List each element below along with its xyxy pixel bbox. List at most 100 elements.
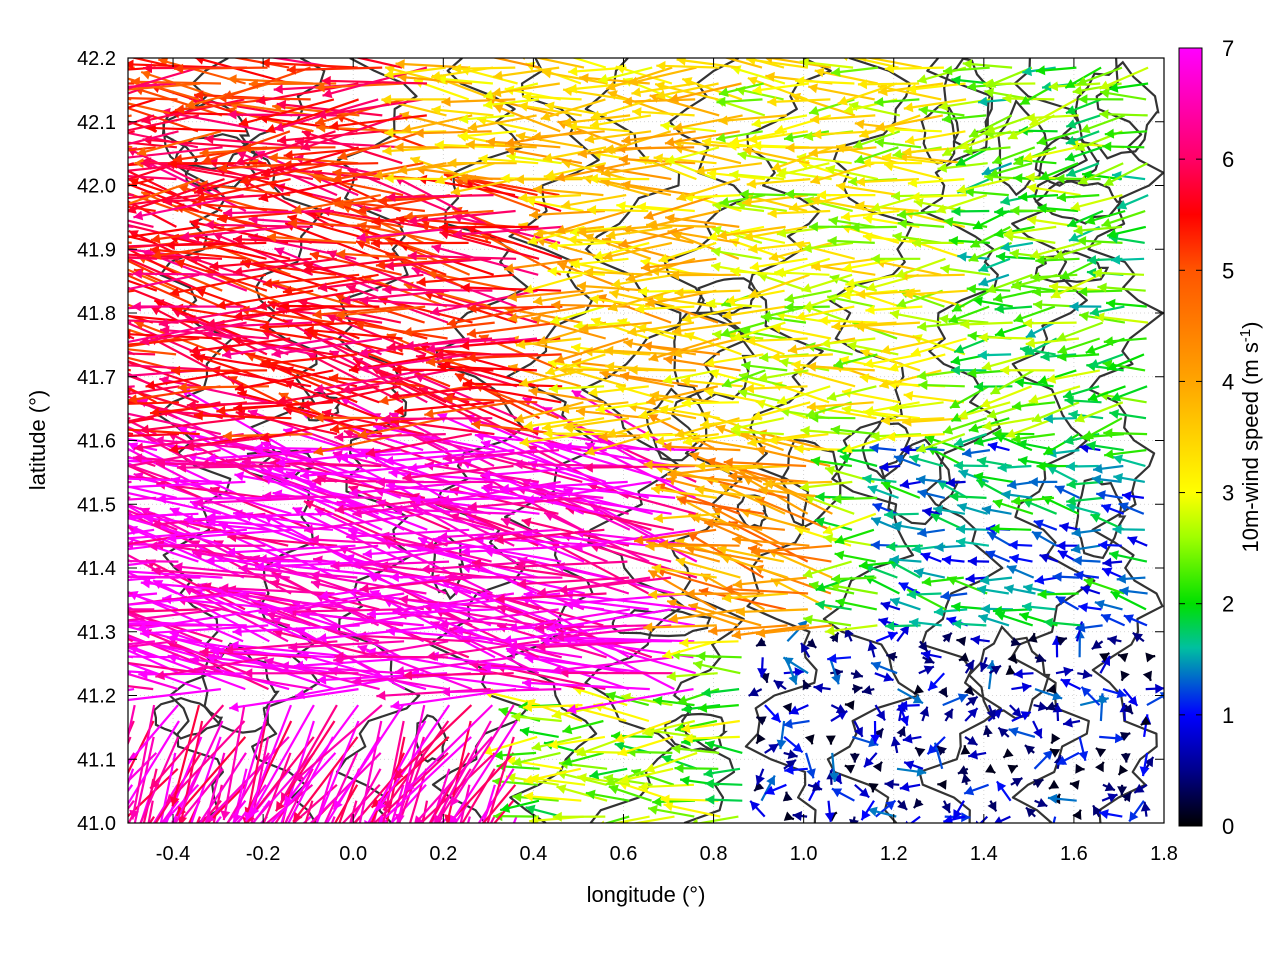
wind-arrow-head [756,733,766,744]
wind-arrow-head [525,804,536,815]
wind-arrow-head [469,923,478,933]
wind-arrow [128,685,154,691]
wind-arrow-head [393,769,404,780]
wind-arrow-head [313,835,322,845]
wind-arrow-shaft [420,816,426,823]
wind-arrow [219,583,335,595]
wind-arrow [249,704,315,817]
wind-arrow-head [1052,571,1062,582]
wind-arrow [525,804,562,818]
wind-arrow-shaft [481,784,517,823]
wind-arrow-head [220,891,230,901]
wind-arrow-shaft [244,736,315,823]
wind-arrow-head [494,534,504,545]
wind-arrow-head [617,746,628,757]
wind-arrow-head [85,347,95,357]
wind-arrow-shaft [565,506,675,531]
wind-arrow-head [294,660,304,671]
wind-arrow-head [1072,555,1082,566]
wind-arrow-head [500,803,511,813]
wind-arrow-shaft [128,528,155,535]
wind-arrow [1034,688,1063,701]
wind-arrow [128,672,179,691]
wind-arrow-shaft [131,704,156,820]
wind-arrow-head [934,542,944,553]
wind-arrow-shaft [227,535,338,547]
wind-arrow-head [918,380,928,391]
wind-arrow-head [266,610,276,621]
wind-arrow-shaft [128,612,156,627]
wind-arrow-head [748,687,759,697]
wind-arrow [315,768,335,823]
wind-arrow-head [826,391,837,402]
wind-arrow-head [1129,811,1139,822]
wind-arrow [50,466,177,499]
wind-arrow-head [157,906,166,916]
wind-arrow-head [1127,536,1138,546]
wind-arrow-shaft [523,794,582,802]
wind-arrow-head [583,462,593,473]
wind-arrow [128,544,157,551]
wind-arrow-head [733,579,743,589]
wind-arrow-head [507,292,517,302]
wind-arrow-shaft [349,800,358,823]
wind-arrow-head [32,594,42,603]
wind-arrow-head [205,812,216,823]
wind-arrow [1056,321,1104,342]
wind-arrow [173,816,178,823]
wind-arrow-shaft [283,592,405,613]
wind-arrow-head [976,479,987,489]
wind-arrow-head [379,395,389,406]
wind-arrow-head [927,744,938,755]
wind-arrow-head [50,466,60,476]
wind-arrow-head [662,649,673,660]
wind-arrow [1066,495,1104,506]
wind-arrow [232,768,248,823]
wind-arrow [1083,577,1125,595]
wind-arrow [880,601,901,611]
wind-arrow [502,624,627,645]
wind-arrow-shaft [767,548,833,579]
wind-arrow-head [450,795,460,806]
wind-arrow-head [109,463,119,473]
wind-arrow [482,735,538,756]
wind-arrow [1106,298,1147,309]
wind-arrow-head [981,505,992,515]
wind-arrow-shaft [394,656,515,674]
wind-arrow-head [941,632,952,643]
wind-arrow [1054,485,1080,499]
wind-arrow-shaft [128,592,158,598]
wind-arrow [633,528,717,545]
wind-arrow [128,273,200,291]
wind-arrow [214,815,222,823]
wind-arrow [1102,688,1127,699]
wind-arrow-head [416,838,425,848]
wind-arrow [346,528,470,542]
wind-arrow [653,512,721,524]
wind-arrow-shaft [440,480,561,503]
wind-arrow [986,704,996,720]
wind-arrow-shaft [735,608,808,614]
wind-arrow-head [181,900,191,910]
wind-arrow-head [898,700,908,711]
wind-arrow [556,784,608,802]
wind-arrow-head [1140,716,1152,725]
wind-arrow [1056,540,1079,551]
wind-arrow-head [921,576,932,587]
wind-arrow [495,592,607,604]
wind-arrow-head [868,737,879,748]
wind-arrow-head [91,608,100,618]
wind-arrow-head [711,262,721,272]
wind-arrow-head [773,680,784,690]
wind-arrow [1128,800,1145,823]
wind-arrow-shaft [333,640,449,662]
wind-arrow-head [341,869,351,879]
wind-arrow-shaft [242,512,360,563]
wind-arrow-head [54,618,63,628]
wind-arrow [128,704,136,742]
wind-arrow-head [899,479,910,489]
wind-arrow-shaft [190,736,222,823]
wind-arrow [516,576,630,589]
wind-arrow-head [106,890,115,900]
wind-arrow-head [802,568,813,579]
